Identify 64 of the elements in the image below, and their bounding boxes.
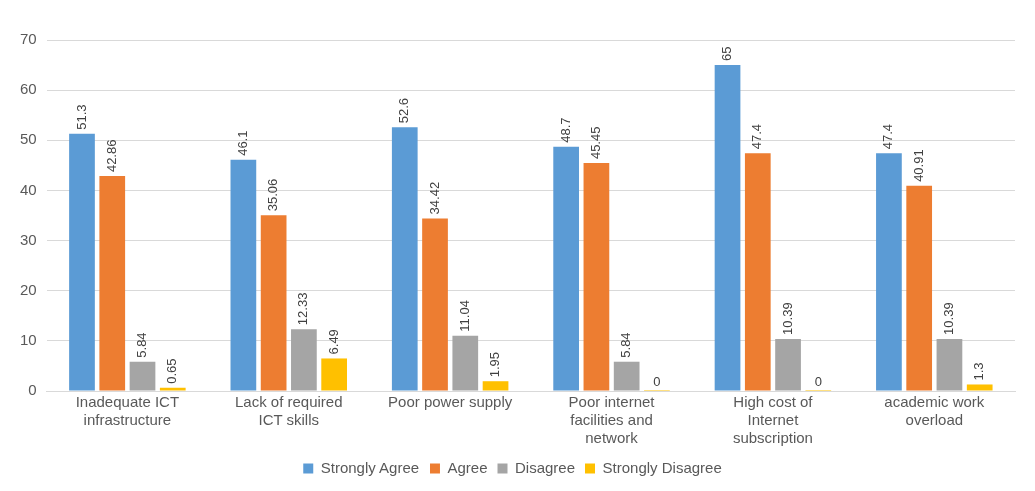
y-tick-label: 10 — [20, 331, 37, 348]
legend-label: Agree — [447, 458, 488, 476]
bar — [230, 159, 257, 391]
bar — [129, 361, 156, 391]
data-label: 6.49 — [325, 329, 341, 355]
data-label: 10.39 — [779, 302, 795, 335]
bar — [775, 338, 801, 391]
legend-label: Strongly Agree — [320, 458, 420, 476]
data-label: 47.4 — [880, 124, 896, 150]
bar — [936, 338, 963, 391]
bar — [583, 163, 610, 391]
bar — [906, 185, 933, 391]
data-label: 5.84 — [618, 332, 634, 358]
data-label: 35.06 — [265, 178, 281, 212]
data-label: 1.95 — [487, 351, 503, 378]
data-label: 51.3 — [73, 104, 89, 130]
data-label: 0.65 — [164, 358, 180, 384]
x-tick-label: Inadequate ICT infrastructure — [75, 393, 180, 429]
legend-label: Disagree — [515, 458, 576, 476]
bar — [422, 218, 448, 391]
data-label: 42.86 — [103, 139, 119, 173]
bar — [553, 146, 580, 391]
bar — [452, 335, 479, 391]
bar — [876, 153, 902, 391]
data-label: 10.39 — [941, 302, 957, 335]
y-tick-label: 70 — [20, 30, 37, 48]
bar — [714, 65, 741, 391]
data-label: 45.45 — [587, 126, 603, 160]
y-tick-label: 0 — [28, 381, 37, 399]
data-label: 47.4 — [749, 124, 765, 150]
data-label: 5.84 — [134, 332, 150, 358]
data-label: 0 — [814, 374, 822, 390]
legend-label: Strongly Disagree — [602, 458, 722, 476]
data-label: 1.3 — [971, 362, 987, 381]
y-tick-label: 20 — [20, 280, 37, 298]
y-tick-label: 30 — [20, 230, 37, 248]
data-label: 11.04 — [456, 300, 472, 332]
data-label: 46.1 — [234, 130, 250, 156]
x-tick-label: High cost of Internet subscription — [732, 393, 814, 447]
data-label: 52.6 — [396, 97, 412, 124]
data-label: 40.91 — [910, 149, 926, 182]
bar — [391, 127, 418, 391]
bar — [99, 176, 126, 391]
bar — [744, 153, 771, 391]
x-tick-label: academic work overload — [884, 393, 985, 429]
x-tick-label: Poor internet facilities and network — [568, 393, 656, 447]
bar — [291, 329, 317, 391]
data-label: 34.42 — [426, 181, 442, 215]
x-tick-label: Lack of required ICT skills — [234, 393, 343, 429]
y-tick-label: 40 — [20, 180, 37, 198]
data-label: 65 — [719, 46, 735, 62]
data-label: 0 — [653, 374, 661, 390]
y-tick-label: 60 — [20, 80, 37, 98]
bar — [966, 384, 993, 391]
bar — [69, 133, 95, 391]
x-tick-label: Poor power supply — [388, 393, 513, 411]
bar — [321, 358, 348, 391]
data-label: 12.33 — [295, 292, 311, 326]
bar — [159, 387, 186, 391]
bar — [482, 381, 509, 391]
bar — [613, 361, 640, 391]
y-tick-label: 50 — [20, 130, 37, 148]
data-label: 48.7 — [557, 117, 573, 143]
bar — [260, 215, 287, 391]
